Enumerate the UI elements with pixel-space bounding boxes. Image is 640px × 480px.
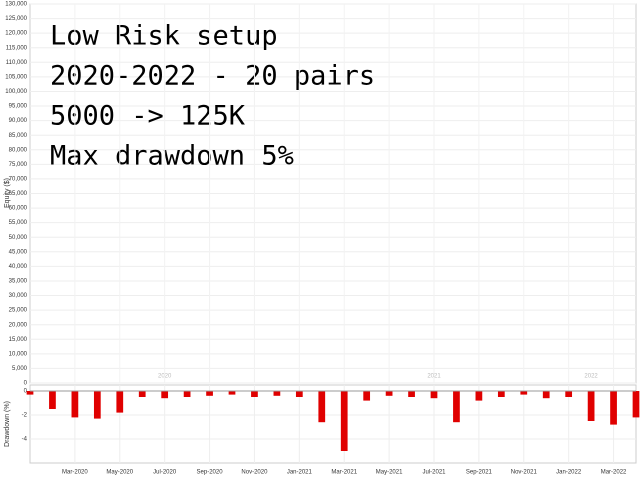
y-tick-label: 80,000	[9, 147, 28, 153]
y-tick-label: 55,000	[9, 220, 28, 226]
y-tick-label: 25,000	[9, 308, 28, 314]
x-tick-label: Jul-2020	[153, 470, 177, 476]
drawdown-bar	[49, 391, 56, 409]
drawdown-bar	[161, 391, 169, 399]
y-tick-label: -4	[22, 437, 28, 443]
x-tick-label: May-2021	[376, 470, 403, 476]
drawdown-frame	[29, 384, 637, 464]
y-tick-label: 15,000	[9, 337, 28, 343]
y-tick-label: 45,000	[9, 249, 28, 255]
x-tick-label: Jan-2022	[556, 470, 582, 476]
year-marker: 2022	[584, 374, 598, 380]
y-tick-label: 30,000	[9, 293, 28, 299]
y-tick-label: 90,000	[9, 118, 28, 124]
y-tick-label: 110,000	[6, 60, 28, 66]
drawdown-bar	[430, 391, 438, 399]
y-tick-label: 130,000	[5, 2, 27, 8]
x-tick-label: Mar-2022	[601, 470, 627, 476]
y-tick-label: -2	[22, 413, 28, 419]
drawdown-bar	[251, 391, 258, 397]
drawdown-bar	[497, 391, 505, 397]
annotation: Max drawdown 5%	[50, 141, 294, 172]
drawdown-bar	[453, 391, 460, 423]
y-tick-label: 115,000	[6, 45, 28, 51]
drawdown-bar	[587, 391, 595, 421]
drawdown-bar	[228, 391, 236, 395]
y-tick-label: 0	[24, 389, 28, 395]
x-tick-label: Sep-2020	[197, 470, 224, 476]
drawdown-bar	[93, 391, 101, 419]
drawdown-bar	[318, 391, 326, 423]
y-tick-label: 35,000	[9, 279, 28, 285]
y-tick-label: 65,000	[9, 191, 28, 197]
y-axis-label: Drawdown (%)	[4, 401, 11, 447]
drawdown-bar	[385, 391, 393, 396]
drawdown-bar	[26, 391, 34, 395]
annotation: Low Risk setup	[50, 21, 278, 52]
y-tick-label: 60,000	[9, 206, 28, 212]
drawdown-bar	[542, 391, 550, 399]
drawdown-bar	[295, 391, 303, 397]
x-tick-label: Jan-2021	[287, 470, 313, 476]
y-tick-label: 40,000	[9, 264, 28, 270]
annotation: 2020-2022 - 20 pairs	[50, 61, 375, 92]
y-tick-label: 95,000	[9, 104, 28, 110]
drawdown-bar	[273, 391, 281, 396]
drawdown-bar	[632, 391, 640, 418]
drawdown-bar	[363, 391, 371, 401]
x-tick-label: Nov-2020	[241, 470, 268, 476]
drawdown-bar	[183, 391, 191, 397]
drawdown-bar	[610, 391, 617, 425]
drawdown-bar	[475, 391, 483, 401]
y-tick-label: 0	[24, 381, 28, 387]
x-tick-label: Mar-2020	[62, 470, 88, 476]
x-tick-label: Sep-2021	[466, 470, 493, 476]
x-tick-label: Nov-2021	[511, 470, 538, 476]
drawdown-bar	[71, 391, 79, 418]
x-tick-label: May-2020	[106, 470, 133, 476]
x-tick-label: Jul-2021	[422, 470, 446, 476]
y-tick-label: 10,000	[9, 351, 28, 357]
y-tick-label: 120,000	[5, 31, 27, 37]
y-tick-label: 105,000	[5, 74, 27, 80]
y-tick-label: 20,000	[9, 322, 28, 328]
y-tick-label: 125,000	[5, 16, 27, 22]
y-tick-label: 5,000	[12, 366, 28, 372]
drawdown-bar	[116, 391, 124, 413]
drawdown-bar	[138, 391, 146, 397]
drawdown-bar	[520, 391, 528, 395]
y-axis-label: Equity ($)	[4, 178, 11, 208]
drawdown-bar	[565, 391, 573, 397]
y-tick-label: 50,000	[9, 235, 28, 241]
y-tick-label: 75,000	[9, 162, 28, 168]
drawdown-bar	[206, 391, 213, 396]
drawdown-bar	[340, 391, 348, 451]
drawdown-bar	[408, 391, 415, 397]
y-tick-label: 85,000	[9, 133, 28, 139]
y-tick-label: 70,000	[9, 177, 28, 183]
annotation: 5000 -> 125K	[50, 101, 246, 132]
x-tick-label: Mar-2021	[331, 470, 357, 476]
y-tick-label: 100,000	[5, 89, 27, 95]
